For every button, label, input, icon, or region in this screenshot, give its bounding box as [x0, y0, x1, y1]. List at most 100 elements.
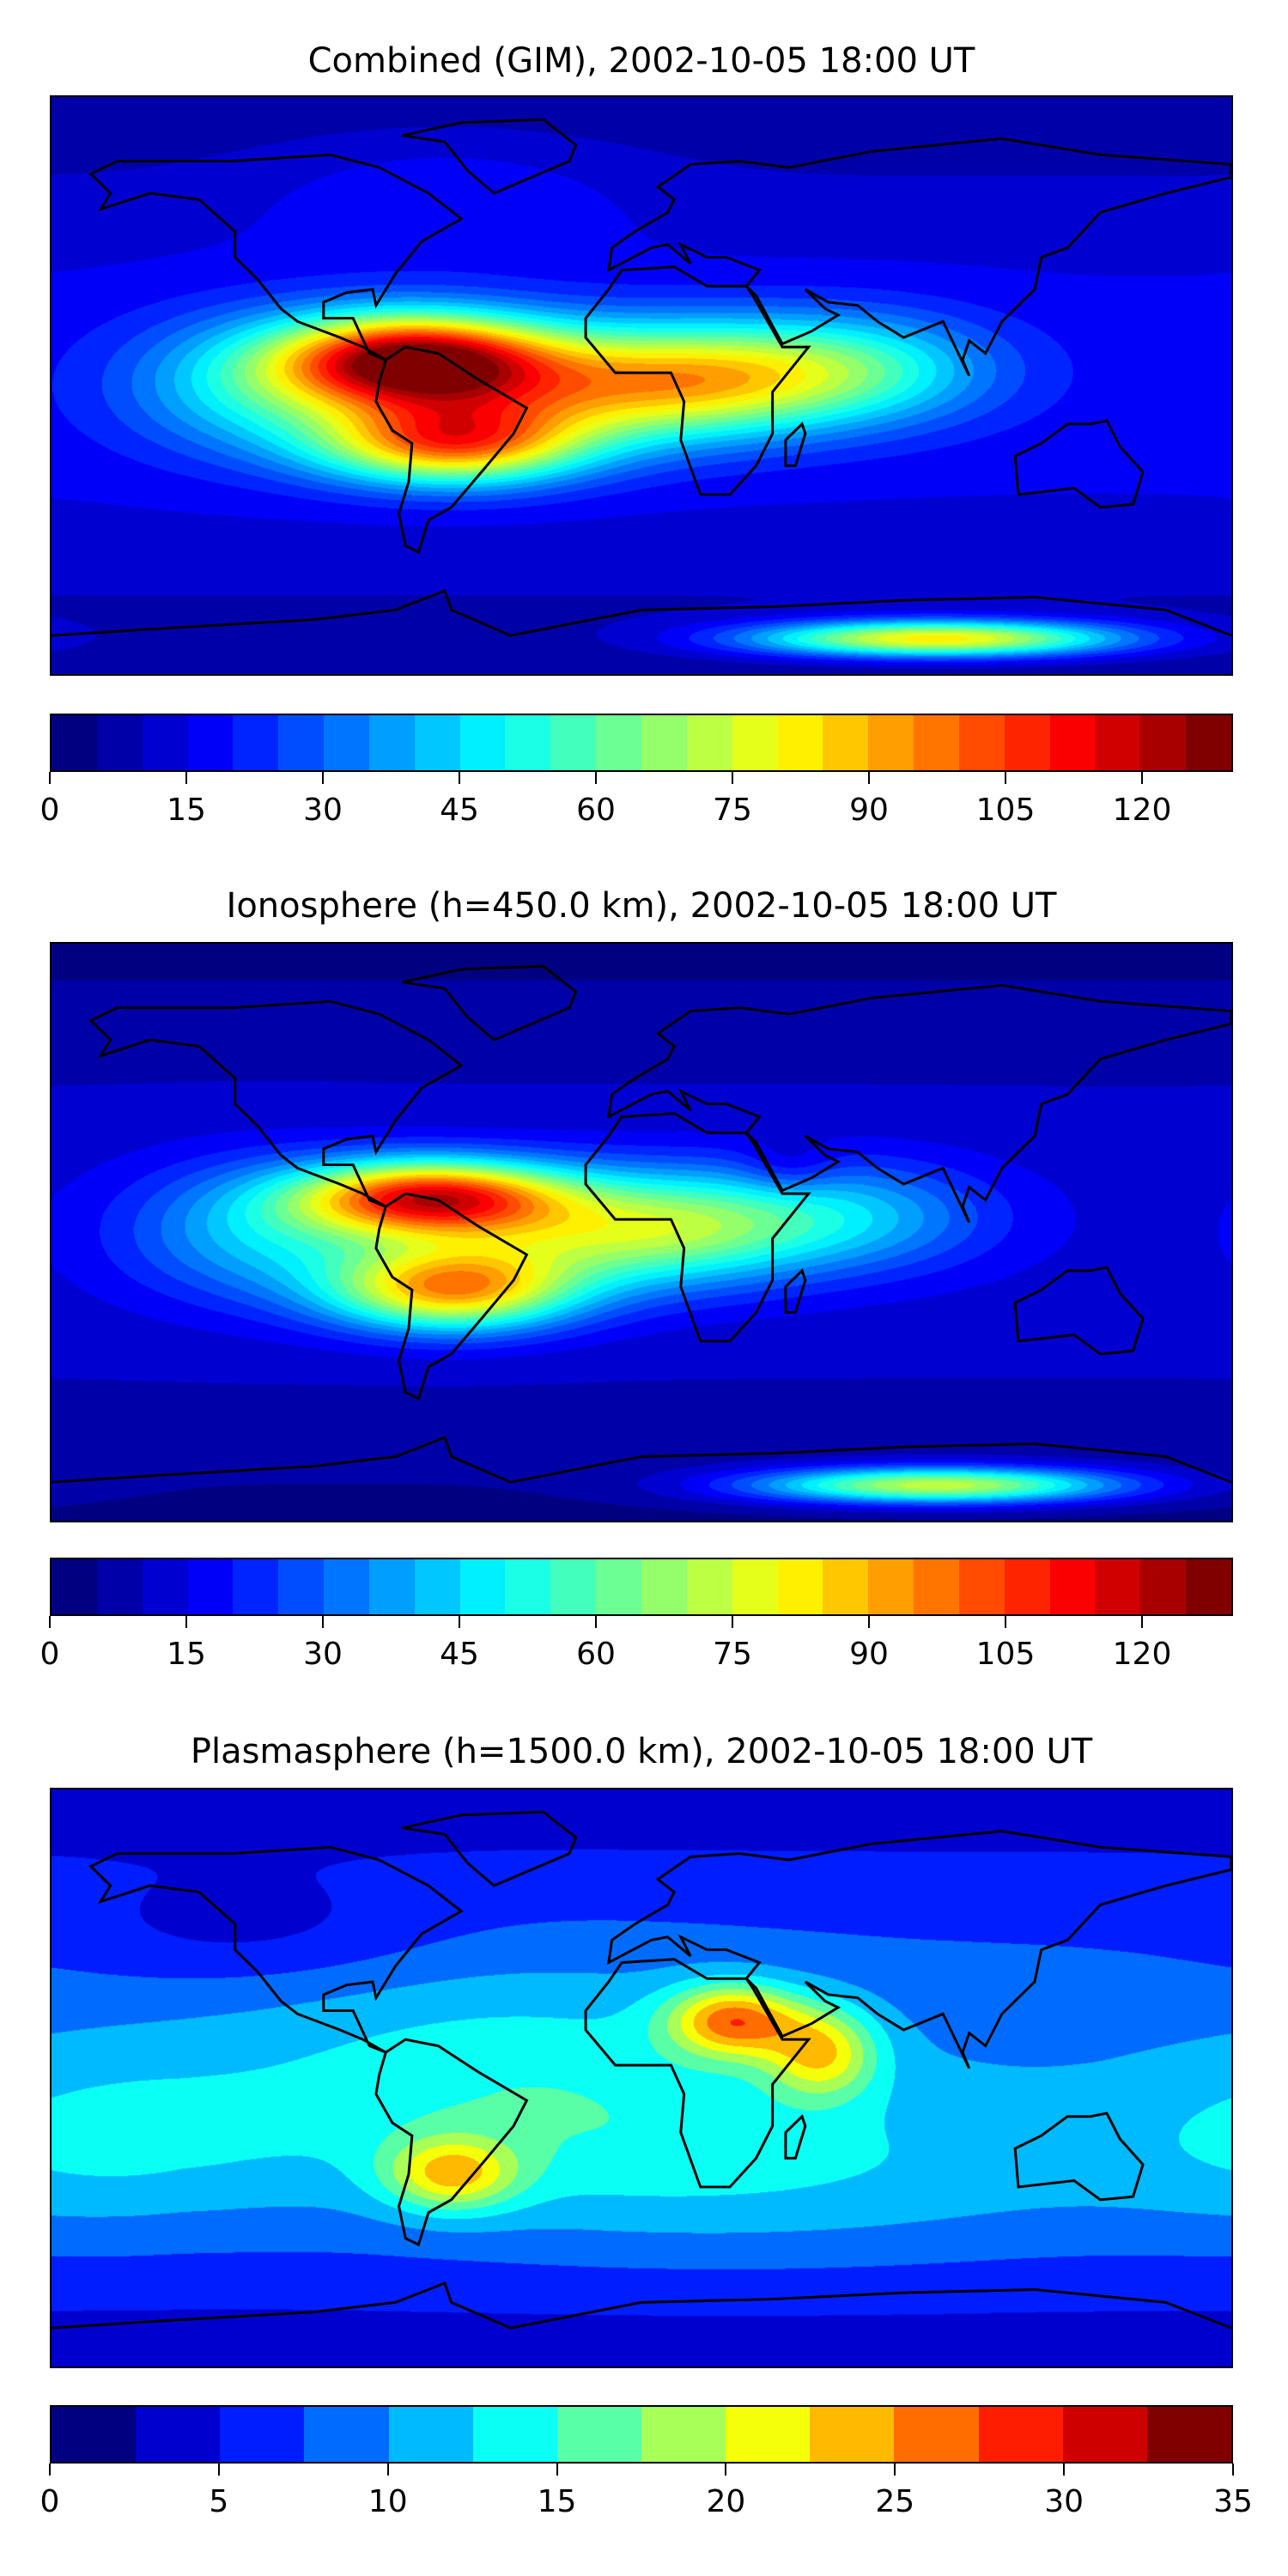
- panel-2-coastlines: [52, 964, 1231, 1484]
- panel-2-map: [50, 942, 1233, 1522]
- colorbar-segment: [1062, 2407, 1147, 2462]
- colorbar-segment: [556, 2407, 641, 2462]
- colorbar-segment: [1095, 1559, 1141, 1614]
- colorbar-segment: [1140, 715, 1187, 770]
- colorbar-segment: [777, 1559, 823, 1614]
- panel-3-contour-field: [52, 1789, 1231, 2366]
- colorbar-tick: [185, 1616, 187, 1628]
- coastline-north-america: [88, 999, 464, 1208]
- colorbar-segment: [233, 1559, 279, 1614]
- coastline-eurasia: [606, 984, 1231, 1224]
- colorbar-segment: [52, 715, 97, 770]
- colorbar-tick-label: 120: [1112, 793, 1172, 828]
- panel-1-contour-field: [52, 97, 1231, 674]
- colorbar-tick-label: 0: [39, 793, 60, 828]
- colorbar-segment: [142, 715, 188, 770]
- colorbar-tick: [458, 772, 460, 784]
- colorbar-tick-label: 105: [975, 793, 1036, 828]
- colorbar-tick: [1005, 772, 1006, 784]
- panel-1-map: [50, 95, 1233, 676]
- colorbar-tick-label: 0: [39, 2484, 60, 2519]
- coastline-south-america: [374, 1192, 529, 1401]
- colorbar-tick: [595, 772, 597, 784]
- colorbar-segment: [641, 715, 687, 770]
- colorbar-tick-label: 105: [975, 1637, 1036, 1672]
- colorbar-tick: [867, 1616, 870, 1628]
- colorbar-segment: [1186, 715, 1231, 770]
- colorbar-segment: [777, 715, 823, 770]
- colorbar-segment: [732, 1559, 778, 1614]
- colorbar-tick-label: 20: [706, 2484, 746, 2519]
- coastline-greenland: [402, 964, 578, 1042]
- colorbar-segment: [1146, 2407, 1231, 2462]
- colorbar-segment: [368, 1559, 415, 1614]
- colorbar-tick-label: 75: [713, 793, 752, 828]
- colorbar-segment: [686, 1559, 732, 1614]
- colorbar-tick-label: 15: [537, 2484, 577, 2519]
- colorbar-segment: [978, 2407, 1063, 2462]
- colorbar-segment: [914, 1559, 959, 1614]
- colorbar-tick: [556, 2464, 558, 2476]
- colorbar-tick-label: 25: [875, 2484, 915, 2519]
- colorbar-tick-label: 30: [303, 1637, 343, 1672]
- colorbar-segment: [726, 2407, 811, 2462]
- coastline-antarctica: [52, 2281, 1231, 2330]
- colorbar-tick: [322, 1616, 324, 1628]
- panel-1-colorbar: [50, 714, 1233, 772]
- colorbar-tick-label: 15: [167, 1637, 206, 1672]
- colorbar-segment: [96, 715, 143, 770]
- colorbar-tick-label: 5: [209, 2484, 229, 2519]
- colorbar-tick: [1141, 1616, 1143, 1628]
- colorbar-tick: [49, 2464, 51, 2476]
- coastline-north-america: [88, 1845, 464, 2054]
- coastline-greenland: [402, 118, 578, 195]
- colorbar-segment: [958, 715, 1005, 770]
- coastline-antarctica: [52, 1436, 1231, 1484]
- colorbar-segment: [550, 1559, 597, 1614]
- colorbar-segment: [641, 1559, 687, 1614]
- colorbar-tick-label: 45: [440, 793, 479, 828]
- colorbar-tick: [595, 1616, 597, 1628]
- coastline-africa: [584, 1112, 811, 1343]
- colorbar-segment: [823, 715, 869, 770]
- coastline-madagascar: [784, 2114, 807, 2160]
- panel-2-contour-field: [52, 944, 1231, 1521]
- colorbar-tick-label: 30: [1044, 2484, 1084, 2519]
- colorbar-tick: [732, 1616, 733, 1628]
- panel-2-colorbar: [50, 1558, 1233, 1616]
- colorbar-segment: [1004, 1559, 1050, 1614]
- colorbar-tick: [386, 2464, 389, 2476]
- colorbar-segment: [233, 715, 279, 770]
- colorbar-tick-label: 60: [576, 793, 616, 828]
- colorbar-tick-label: 35: [1213, 2484, 1253, 2519]
- colorbar-segment: [732, 715, 778, 770]
- colorbar-tick: [49, 1616, 51, 1628]
- colorbar-segment: [472, 2407, 557, 2462]
- colorbar-tick-label: 90: [849, 1637, 889, 1672]
- colorbar-segment: [304, 2407, 389, 2462]
- panel-3-map: [50, 1788, 1233, 2368]
- coastline-madagascar: [784, 1268, 807, 1314]
- colorbar-tick: [1063, 2464, 1066, 2476]
- colorbar-segment: [414, 715, 460, 770]
- colorbar-tick-label: 15: [167, 793, 206, 828]
- coastline-australia: [1013, 419, 1145, 509]
- colorbar-tick-label: 45: [440, 1637, 479, 1672]
- colorbar-segment: [278, 1559, 325, 1614]
- coastline-australia: [1013, 1266, 1145, 1356]
- colorbar-segment: [914, 715, 959, 770]
- colorbar-tick-label: 60: [576, 1637, 616, 1672]
- colorbar-segment: [459, 1559, 506, 1614]
- coastline-south-america: [374, 2038, 529, 2247]
- colorbar-segment: [686, 715, 732, 770]
- colorbar-segment: [52, 1559, 97, 1614]
- colorbar-tick: [1232, 2464, 1234, 2476]
- coastline-madagascar: [784, 422, 807, 467]
- colorbar-tick: [725, 2464, 727, 2476]
- colorbar-segment: [894, 2407, 979, 2462]
- colorbar-segment: [1004, 715, 1050, 770]
- colorbar-segment: [1049, 715, 1096, 770]
- colorbar-segment: [868, 1559, 914, 1614]
- colorbar-segment: [1049, 1559, 1096, 1614]
- colorbar-tick-label: 90: [849, 793, 889, 828]
